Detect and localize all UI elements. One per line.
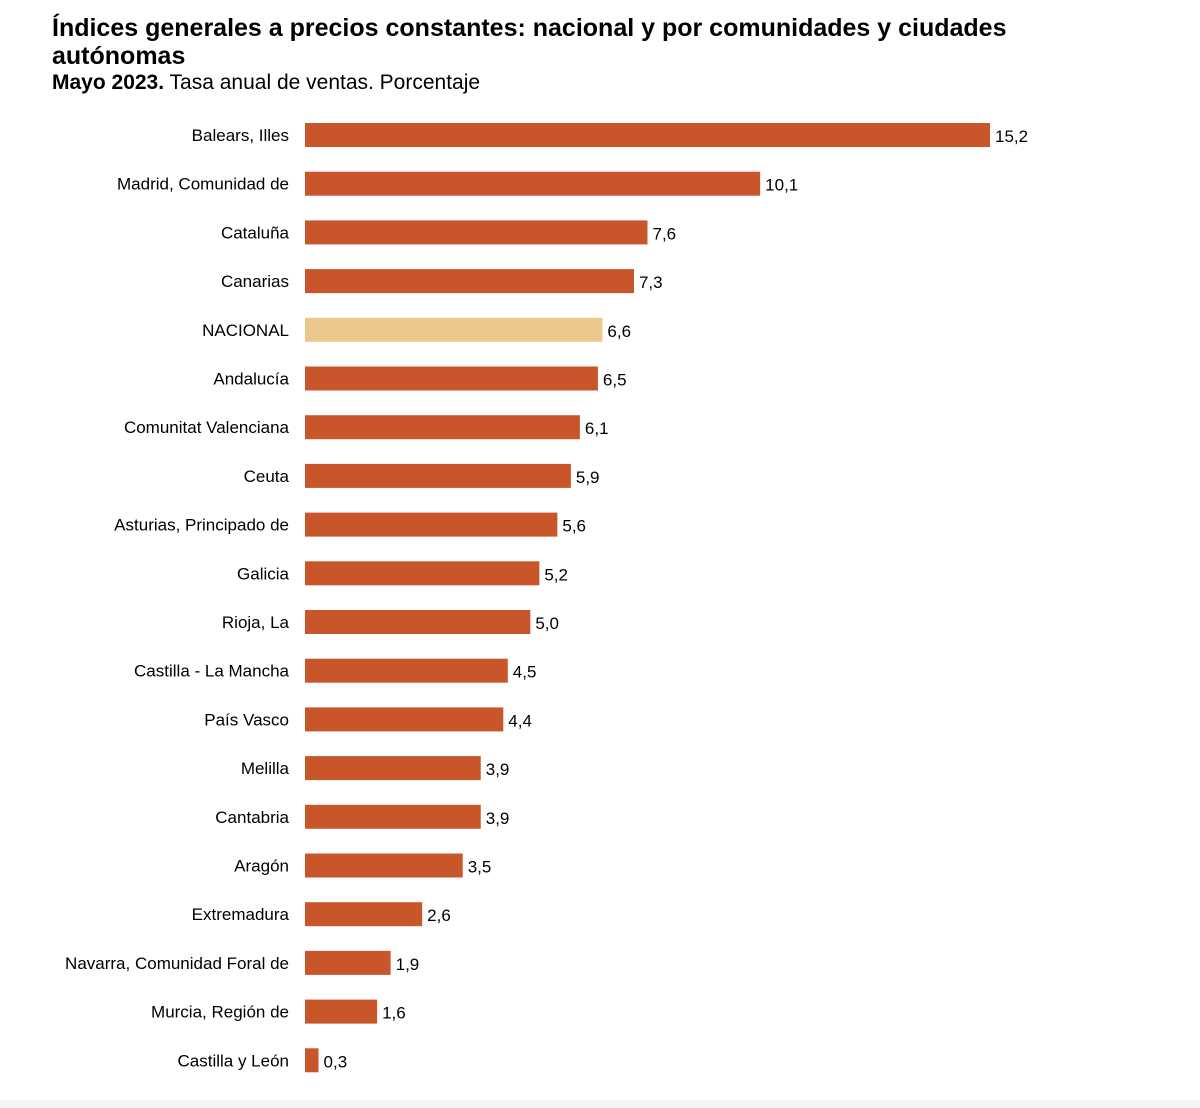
value-label: 6,1 [585, 419, 609, 438]
value-label: 6,6 [607, 322, 631, 341]
bar [305, 999, 378, 1024]
value-label: 1,9 [396, 955, 420, 974]
category-label: Cataluña [221, 223, 290, 242]
subtitle-period: Mayo 2023. [52, 71, 165, 94]
bar [305, 123, 990, 147]
value-label: 5,2 [544, 565, 568, 584]
bottom-divider [0, 1100, 1200, 1108]
value-label: 5,0 [535, 614, 559, 633]
category-label: Castilla y León [177, 1051, 289, 1070]
bar [305, 366, 598, 391]
value-label: 7,3 [639, 273, 663, 292]
value-label: 2,6 [427, 906, 451, 925]
category-label: Madrid, Comunidad de [117, 175, 289, 194]
category-label: País Vasco [204, 710, 289, 729]
bar [305, 658, 508, 683]
value-label: 1,6 [382, 1004, 406, 1023]
bar [305, 804, 481, 829]
bar [305, 950, 391, 975]
category-label: NACIONAL [202, 321, 289, 340]
bar [305, 902, 423, 927]
bar [305, 269, 634, 294]
value-label: 6,5 [603, 371, 627, 390]
category-label: Galicia [237, 564, 290, 583]
chart-subtitle: Mayo 2023. Tasa anual de ventas. Porcent… [52, 70, 480, 96]
category-label: Comunitat Valenciana [124, 418, 290, 437]
value-label: 15,2 [995, 127, 1028, 146]
category-label: Navarra, Comunidad Foral de [65, 954, 289, 973]
value-label: 4,4 [508, 711, 532, 730]
category-label: Balears, Illes [192, 126, 289, 145]
category-label: Aragón [234, 857, 289, 876]
bar [305, 171, 761, 196]
category-label: Castilla - La Mancha [134, 662, 290, 681]
bar [305, 220, 648, 245]
bar [305, 1048, 319, 1073]
value-label: 5,6 [562, 517, 586, 536]
category-label: Rioja, La [222, 613, 290, 632]
category-label: Andalucía [213, 370, 289, 389]
category-label: Canarias [221, 272, 289, 291]
value-label: 3,9 [486, 809, 510, 828]
value-label: 4,5 [513, 663, 537, 682]
bar [305, 561, 540, 586]
category-label: Extremadura [192, 905, 290, 924]
value-label: 10,1 [765, 176, 798, 195]
bar [305, 707, 504, 732]
category-label: Melilla [241, 759, 290, 778]
bar [305, 853, 463, 878]
subtitle-description: Tasa anual de ventas. Porcentaje [164, 71, 481, 94]
value-label: 5,9 [576, 468, 600, 487]
category-label: Ceuta [244, 467, 290, 486]
bar [305, 610, 531, 634]
category-label: Cantabria [215, 808, 289, 827]
bar [305, 756, 481, 781]
value-label: 3,9 [486, 760, 510, 779]
value-label: 3,5 [468, 858, 492, 877]
value-label: 0,3 [324, 1052, 348, 1071]
value-label: 7,6 [653, 224, 677, 243]
chart-title: Índices generales a precios constantes: … [52, 14, 1007, 70]
bar-highlight [305, 317, 603, 342]
category-label: Murcia, Región de [151, 1003, 289, 1022]
bar [305, 512, 558, 537]
bar [305, 463, 571, 488]
category-label: Asturias, Principado de [114, 516, 289, 535]
bar [305, 415, 580, 440]
